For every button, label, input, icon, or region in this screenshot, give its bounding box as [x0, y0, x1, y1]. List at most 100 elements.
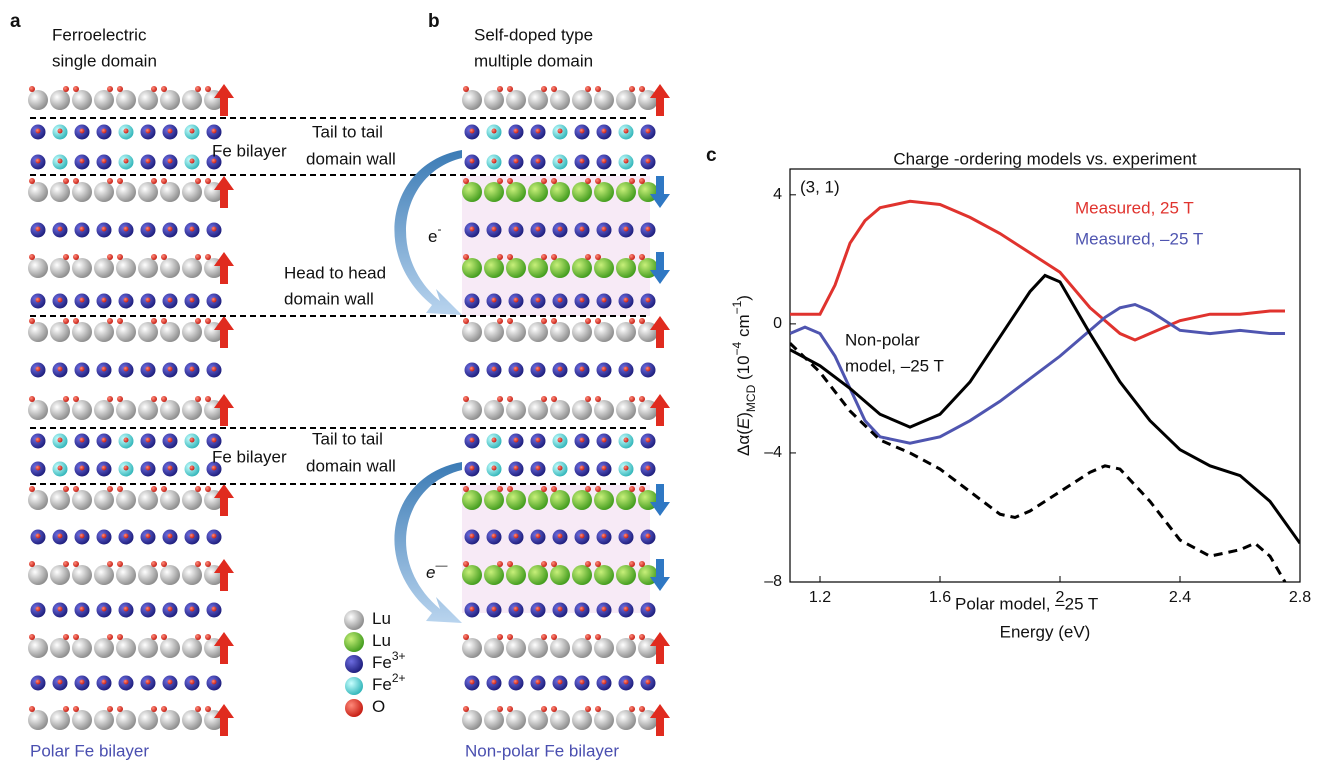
atom-o — [167, 679, 173, 685]
atom-lu — [28, 90, 48, 110]
atom-o — [35, 158, 41, 164]
atom-lu — [572, 258, 592, 278]
atom-o — [507, 318, 513, 324]
annotation: Fe bilayer — [212, 141, 287, 160]
y-axis-label: Δα(E)MCD (10−4 cm−1) — [730, 295, 758, 456]
atom-o — [541, 634, 547, 640]
atom-o — [211, 437, 217, 443]
atom-o — [107, 86, 113, 92]
atom-o — [601, 437, 607, 443]
atom-o — [145, 158, 151, 164]
atom-lu — [484, 565, 504, 585]
atom-o — [195, 86, 201, 92]
atom-o — [629, 254, 635, 260]
atom-o — [491, 128, 497, 134]
atom-o — [623, 366, 629, 372]
atom-o — [623, 128, 629, 134]
atom-o — [535, 366, 541, 372]
atom-o — [585, 486, 591, 492]
atom-o — [469, 226, 475, 232]
atom-o — [463, 318, 469, 324]
atom-lu — [550, 565, 570, 585]
atom-lu — [462, 638, 482, 658]
atom-o — [497, 561, 503, 567]
atom-o — [63, 486, 69, 492]
atom-lu — [28, 490, 48, 510]
atom-o — [595, 634, 601, 640]
atom-o — [639, 86, 645, 92]
atom-o — [161, 706, 167, 712]
panel-title: Ferroelectric — [52, 25, 147, 44]
atom-o — [469, 437, 475, 443]
panel-caption: Polar Fe bilayer — [30, 741, 149, 760]
atom-o — [211, 158, 217, 164]
atom-lu — [28, 322, 48, 342]
atom-o — [497, 318, 503, 324]
atom-o — [145, 366, 151, 372]
atom-o — [579, 533, 585, 539]
atom-o — [629, 86, 635, 92]
atom-o — [629, 634, 635, 640]
atom-lu — [94, 182, 114, 202]
atom-o — [107, 396, 113, 402]
atom-lu — [182, 182, 202, 202]
legend-label: Lu — [372, 631, 391, 650]
atom-lu — [160, 90, 180, 110]
atom-o — [469, 158, 475, 164]
atom-o — [123, 128, 129, 134]
annotation: domain wall — [306, 149, 396, 168]
atom-lu — [50, 90, 70, 110]
atom-lu — [28, 400, 48, 420]
atom-lu — [72, 565, 92, 585]
atom-lu — [72, 638, 92, 658]
atom-lu — [528, 182, 548, 202]
legend-label: Fe2+ — [372, 671, 406, 694]
atom-lu — [28, 710, 48, 730]
atom-o — [79, 158, 85, 164]
atom-o — [73, 706, 79, 712]
atom-o — [513, 226, 519, 232]
panel-caption: Non-polar Fe bilayer — [465, 741, 619, 760]
atom-lu — [462, 322, 482, 342]
atom-o — [167, 465, 173, 471]
inset-label: (3, 1) — [800, 177, 840, 196]
atom-lu — [616, 322, 636, 342]
legend-atom — [345, 699, 363, 717]
atom-lu — [550, 322, 570, 342]
atom-o — [123, 679, 129, 685]
polarization-arrow — [214, 252, 234, 284]
atom-lu — [72, 400, 92, 420]
atom-o — [57, 606, 63, 612]
atom-o — [579, 679, 585, 685]
x-tick-label: 2.4 — [1169, 589, 1191, 606]
atom-o — [205, 178, 211, 184]
atom-o — [579, 128, 585, 134]
atom-lu — [138, 490, 158, 510]
atom-o — [63, 86, 69, 92]
atom-lu — [506, 490, 526, 510]
atom-o — [469, 533, 475, 539]
atom-o — [167, 366, 173, 372]
atom-o — [579, 366, 585, 372]
atom-o — [167, 128, 173, 134]
atom-o — [117, 396, 123, 402]
atom-lu — [72, 258, 92, 278]
atom-o — [79, 297, 85, 303]
atom-lu — [182, 322, 202, 342]
atom-lu — [528, 638, 548, 658]
atom-lu — [506, 182, 526, 202]
atom-o — [551, 486, 557, 492]
legend-atom — [345, 655, 363, 673]
atom-o — [195, 561, 201, 567]
atom-o — [513, 465, 519, 471]
atom-o — [29, 486, 35, 492]
curve-label: Non-polar — [845, 330, 920, 349]
atom-o — [151, 706, 157, 712]
atom-o — [73, 561, 79, 567]
atom-o — [579, 465, 585, 471]
atom-o — [151, 178, 157, 184]
atom-lu — [182, 710, 202, 730]
atom-o — [535, 437, 541, 443]
annotation: Fe bilayer — [212, 447, 287, 466]
atom-o — [29, 561, 35, 567]
